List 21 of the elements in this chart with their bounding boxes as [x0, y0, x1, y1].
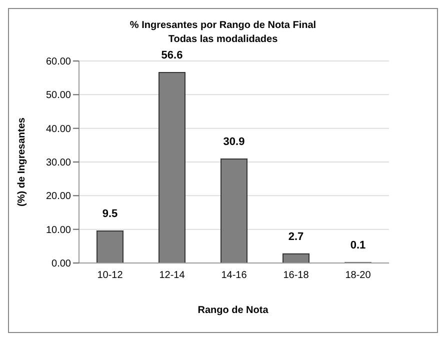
x-tick-label: 16-18 [283, 270, 310, 282]
data-label: 56.6 [161, 49, 183, 62]
y-axis-title: (%) de Ingresantes [16, 117, 28, 206]
chart-subtitle: Todas las modalidades [167, 33, 279, 47]
y-tick-label: 30.00 [46, 158, 72, 169]
data-label: 0.1 [350, 240, 366, 252]
x-tick-label: 14-16 [221, 270, 248, 282]
y-tick-label: 10.00 [46, 224, 72, 236]
data-label: 9.5 [102, 208, 118, 220]
data-label: 30.9 [223, 136, 245, 148]
x-axis-title: Rango de Nota [196, 305, 270, 316]
y-tick-label: 20.00 [46, 191, 72, 202]
x-tick-label: 18-20 [345, 270, 372, 282]
x-tick-label: 10-12 [97, 270, 124, 282]
y-tick-label: 0.00 [52, 258, 72, 270]
chart-title: % Ingresantes por Rango de Nota Final [128, 19, 318, 33]
x-tick-label: 12-14 [159, 270, 186, 282]
y-tick-label: 60.00 [46, 56, 72, 68]
y-tick-label: 50.00 [46, 90, 72, 102]
data-label: 2.7 [288, 230, 304, 243]
y-tick-label: 40.00 [46, 124, 72, 135]
